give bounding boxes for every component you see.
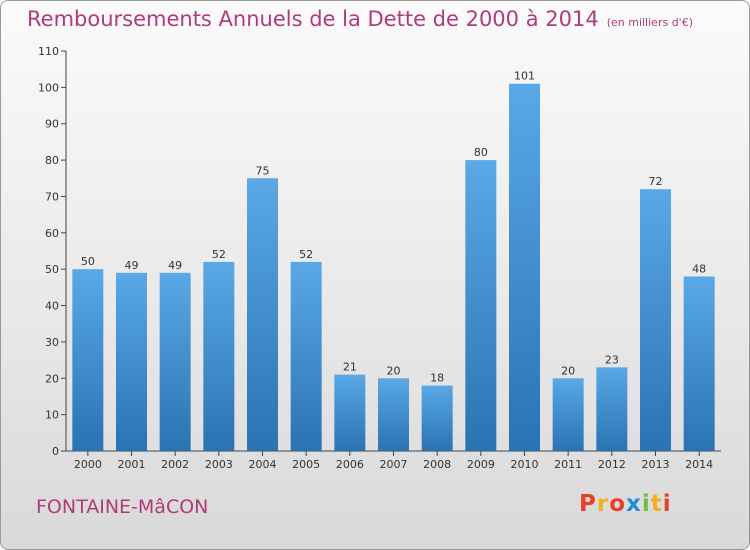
bar-value-label: 75: [256, 164, 270, 177]
bar-value-label: 52: [212, 248, 226, 261]
logo-letter: i: [641, 491, 651, 517]
x-tick-label: 2009: [467, 458, 495, 471]
logo-letter: r: [596, 491, 610, 517]
bar-value-label: 49: [168, 259, 182, 272]
y-tick-label: 90: [45, 118, 59, 131]
bar: [203, 261, 235, 451]
bar-value-label: 101: [514, 70, 535, 83]
bar-value-label: 72: [649, 175, 663, 188]
bar: [421, 385, 453, 451]
bar: [334, 374, 366, 451]
bar-value-label: 49: [125, 259, 139, 272]
x-tick-label: 2008: [423, 458, 451, 471]
logo-letter: P: [579, 491, 597, 517]
bars: 50 49 49 52 75 52 21 20 18 80 101 20 23 72 48: [72, 70, 715, 452]
bar-value-label: 23: [605, 353, 619, 366]
x-tick-label: 2007: [380, 458, 408, 471]
bar: [247, 178, 278, 452]
y-tick-label: 50: [45, 263, 59, 276]
x-tick-label: 2012: [598, 458, 626, 471]
bar: [72, 269, 104, 451]
x-tick-label: 2011: [554, 458, 582, 471]
y-tick-label: 30: [45, 336, 59, 349]
x-tick-label: 2014: [685, 458, 713, 471]
y-tick-label: 70: [45, 190, 59, 203]
bar: [290, 261, 322, 451]
bar: [683, 276, 715, 451]
y-tick-label: 40: [45, 300, 59, 313]
bar-value-label: 52: [299, 248, 313, 261]
x-tick-label: 2004: [249, 458, 277, 471]
bar: [116, 272, 147, 451]
y-tick-label: 20: [45, 372, 59, 385]
x-tick-label: 2006: [336, 458, 364, 471]
x-tick-label: 2005: [292, 458, 320, 471]
y-tick-label: 100: [38, 81, 59, 94]
bar: [552, 378, 584, 451]
bar: [640, 189, 671, 451]
x-tick-label: 2013: [642, 458, 670, 471]
x-tick-label: 2003: [205, 458, 233, 471]
axes: 0 10 20 30 40 50 60 70 80 90 100 110 2000 2001 2002 200…: [38, 45, 721, 471]
bar: [465, 160, 497, 451]
x-tick-label: 2010: [511, 458, 539, 471]
bar: [509, 83, 540, 452]
bar: [596, 367, 628, 451]
bar-value-label: 18: [430, 372, 444, 385]
bar-value-label: 80: [474, 146, 488, 159]
y-tick-label: 60: [45, 227, 59, 240]
y-tick-label: 0: [52, 445, 59, 458]
logo-letter: x: [626, 491, 642, 517]
chart-title-text: Remboursements Annuels de la Dette de 20…: [27, 7, 599, 31]
city-name: FONTAINE-MâCON: [36, 496, 209, 518]
logo-letter: i: [662, 491, 672, 517]
x-tick-label: 2001: [118, 458, 146, 471]
x-tick-label: 2002: [161, 458, 189, 471]
bar-value-label: 48: [692, 262, 706, 275]
y-tick-label: 10: [45, 409, 59, 422]
bar: [378, 378, 409, 451]
chart-title: Remboursements Annuels de la Dette de 20…: [27, 7, 693, 31]
y-tick-label: 110: [38, 45, 59, 58]
bar-value-label: 21: [343, 361, 357, 374]
proxiti-logo: Proxiti: [579, 491, 672, 517]
bar-value-label: 20: [561, 364, 575, 377]
bar-value-label: 50: [81, 255, 95, 268]
bar: [159, 272, 191, 451]
bar-value-label: 20: [387, 364, 401, 377]
y-tick-label: 80: [45, 154, 59, 167]
logo-letter: t: [650, 491, 663, 517]
logo-letter: o: [609, 491, 627, 517]
x-tick-label: 2000: [74, 458, 102, 471]
chart-subtitle: (en milliers d'€): [606, 16, 693, 29]
